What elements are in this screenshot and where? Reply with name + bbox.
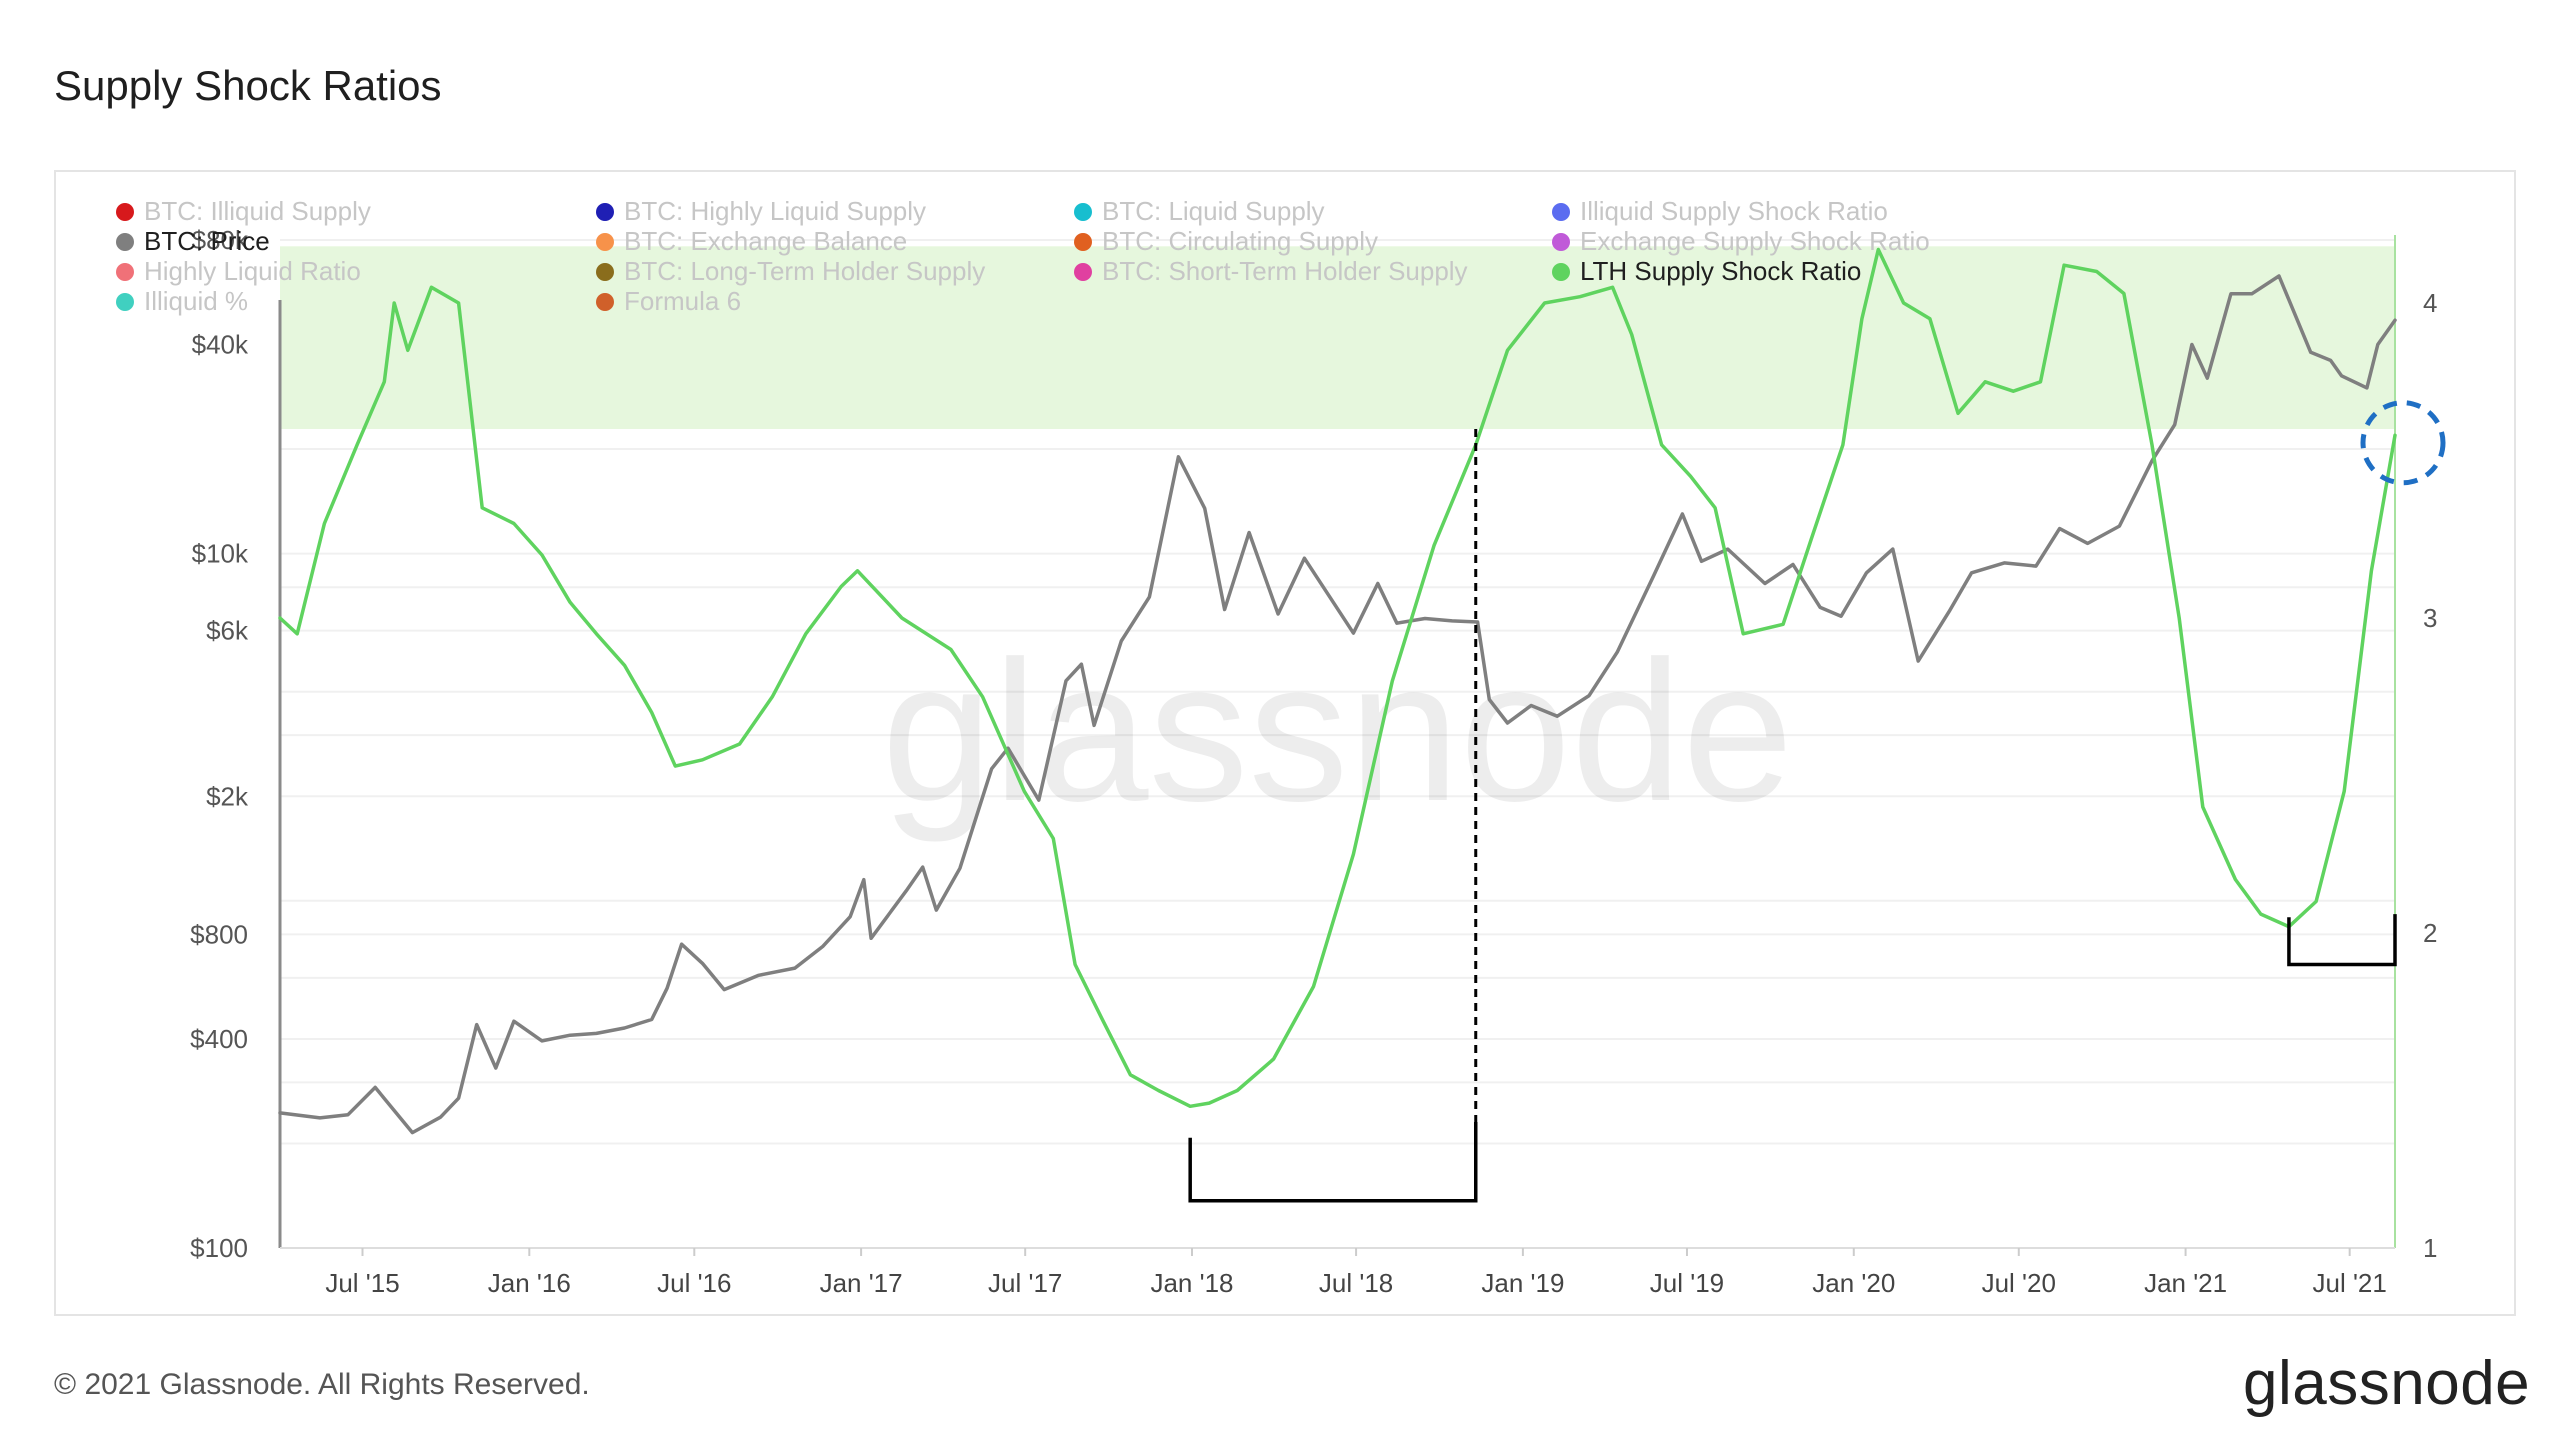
y-right-tick-label: 1 xyxy=(2423,1233,2437,1263)
legend-dot xyxy=(1552,262,1570,281)
legend-label: Illiquid Supply Shock Ratio xyxy=(1580,196,1888,226)
legend-item[interactable]: BTC: Liquid Supply xyxy=(1074,196,1325,227)
legend-label: BTC: Circulating Supply xyxy=(1102,226,1378,256)
legend-dot xyxy=(1552,202,1570,221)
x-tick-label: Jul '19 xyxy=(1650,1268,1724,1298)
x-tick-labels: Jul '15 Jan '16 Jul '16 Jan '17 Jul '17 Jan '… xyxy=(325,1248,2387,1298)
copyright-notice: © 2021 Glassnode. All Rights Reserved. xyxy=(54,1368,590,1401)
annotations xyxy=(1188,400,2446,1203)
y-right-tick-label: 4 xyxy=(2423,288,2437,318)
page-title: Supply Shock Ratios xyxy=(54,62,442,109)
cycle-bracket xyxy=(1188,1122,1478,1203)
x-tick-label: Jan '19 xyxy=(1481,1268,1564,1298)
legend-item[interactable]: Highly Liquid Ratio xyxy=(116,256,361,287)
series-lines xyxy=(278,247,2397,1135)
legend-dot xyxy=(1074,262,1092,281)
legend-item[interactable]: Exchange Supply Shock Ratio xyxy=(1552,226,1930,257)
legend-item[interactable]: Illiquid % xyxy=(116,286,248,317)
legend-dot xyxy=(1074,232,1092,251)
legend-label: BTC: Long-Term Holder Supply xyxy=(624,256,986,286)
x-tick-label: Jan '20 xyxy=(1812,1268,1895,1298)
x-tick-label: Jan '21 xyxy=(2144,1268,2227,1298)
legend-dot xyxy=(596,202,614,221)
x-tick-label: Jan '16 xyxy=(488,1268,571,1298)
legend-label: Formula 6 xyxy=(624,286,742,316)
lth-ratio-line xyxy=(278,247,2397,1109)
y-left-tick-label: $400 xyxy=(190,1024,248,1054)
legend-item[interactable]: BTC: Highly Liquid Supply xyxy=(596,196,926,227)
x-tick-label: Jul '20 xyxy=(1982,1268,2056,1298)
x-tick-label: Jul '15 xyxy=(325,1268,399,1298)
legend-item[interactable]: BTC: Long-Term Holder Supply xyxy=(596,256,985,287)
x-tick-label: Jan '17 xyxy=(820,1268,903,1298)
y-left-tick-label: $800 xyxy=(190,919,248,949)
shaded-band xyxy=(280,246,2395,429)
legend-label: BTC: Exchange Balance xyxy=(624,226,908,256)
legend-label: LTH Supply Shock Ratio xyxy=(1580,256,1862,286)
y-left-tick-label: $6k xyxy=(206,616,249,646)
x-tick-label: Jul '21 xyxy=(2313,1268,2387,1298)
legend-dot xyxy=(596,292,614,311)
legend-label: BTC: Price xyxy=(144,226,270,256)
legend-item[interactable]: BTC: Illiquid Supply xyxy=(116,196,371,227)
legend-label: BTC: Liquid Supply xyxy=(1102,196,1325,226)
legend-item[interactable]: BTC: Circulating Supply xyxy=(1074,226,1378,257)
legend-label: BTC: Short-Term Holder Supply xyxy=(1102,256,1468,286)
legend-label: Highly Liquid Ratio xyxy=(144,256,361,286)
y-left-tick-label: $100 xyxy=(190,1233,248,1263)
watermark: glassnode xyxy=(882,620,1794,843)
legend-item[interactable]: Formula 6 xyxy=(596,286,741,317)
x-tick-label: Jan '18 xyxy=(1150,1268,1233,1298)
legend-item[interactable]: BTC: Exchange Balance xyxy=(596,226,907,257)
legend-dot xyxy=(116,232,134,251)
x-tick-label: Jul '16 xyxy=(657,1268,731,1298)
price-line xyxy=(278,274,2397,1135)
legend-dot xyxy=(1552,232,1570,251)
y-right-tick-label: 2 xyxy=(2423,918,2437,948)
y-left-tick-labels: $100 $400 $800 $2k $6k $10k $40k $80k xyxy=(190,225,249,1263)
legend-item[interactable]: BTC: Price xyxy=(116,226,270,257)
legend-item[interactable]: Illiquid Supply Shock Ratio xyxy=(1552,196,1888,227)
legend-dot xyxy=(596,262,614,281)
legend-item[interactable]: BTC: Short-Term Holder Supply xyxy=(1074,256,1468,287)
chart-frame xyxy=(54,170,2516,1316)
legend-dot xyxy=(116,262,134,281)
legend-label: BTC: Highly Liquid Supply xyxy=(624,196,927,226)
highlight-circle xyxy=(2360,400,2446,486)
legend-label: Exchange Supply Shock Ratio xyxy=(1580,226,1930,256)
legend-dot xyxy=(596,232,614,251)
cycle-bracket xyxy=(2287,914,2397,967)
y-right-tick-labels: 1 2 3 4 xyxy=(2423,288,2437,1263)
legend-item[interactable]: LTH Supply Shock Ratio xyxy=(1552,256,1861,287)
y-left-tick-label: $80k xyxy=(192,225,249,255)
legend-dot xyxy=(1074,202,1092,221)
legend-dot xyxy=(116,292,134,311)
legend-label: BTC: Illiquid Supply xyxy=(144,196,371,226)
legend-dot xyxy=(116,202,134,221)
y-left-tick-label: $10k xyxy=(192,539,249,569)
x-tick-label: Jul '17 xyxy=(988,1268,1062,1298)
y-left-tick-label: $2k xyxy=(206,781,249,811)
legend: BTC: Illiquid Supply BTC: Highly Liquid S… xyxy=(116,196,2016,326)
y-left-tick-label: $40k xyxy=(192,330,249,360)
brand-logo: glassnode xyxy=(2243,1349,2531,1418)
x-tick-label: Jul '18 xyxy=(1319,1268,1393,1298)
y-right-tick-label: 3 xyxy=(2423,603,2437,633)
legend-label: Illiquid % xyxy=(144,286,249,316)
